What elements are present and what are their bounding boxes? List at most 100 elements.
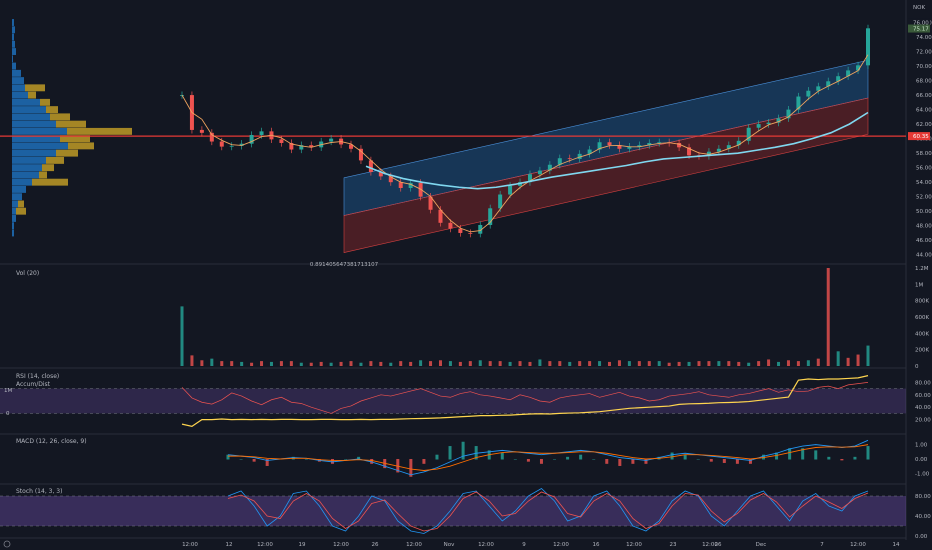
- time-tick: 12:00: [257, 542, 273, 548]
- volume-profile-bar: [12, 149, 56, 157]
- volume-bar: [448, 361, 452, 366]
- time-tick: 12:00: [333, 542, 349, 548]
- time-axis[interactable]: 12:00 12 12:00 19 12:00 26 12:00 Nov 12:00 9 12:00…: [0, 537, 906, 548]
- macd-histogram-bar: [683, 454, 687, 460]
- candle: [249, 135, 254, 144]
- volume-profile-bar: [56, 120, 86, 128]
- candle: [736, 140, 741, 146]
- time-tick: 14: [893, 542, 900, 548]
- candle: [597, 142, 602, 150]
- stoch-pane[interactable]: Stoch (14, 3, 3) 80.00 40.00 0.00: [0, 488, 931, 540]
- time-tick: 12:00: [850, 542, 866, 548]
- volume-profile-bar: [12, 127, 67, 135]
- candle: [627, 146, 632, 149]
- candle: [368, 160, 373, 173]
- price-tag-bg: [908, 18, 930, 27]
- volume-bar: [866, 345, 870, 366]
- rsi-pane-title: RSI (14, close): [16, 373, 59, 380]
- macd-histogram-bar: [357, 456, 361, 460]
- volume-profile-bar: [18, 200, 24, 208]
- macd-histogram-bar: [775, 452, 779, 460]
- volume-bar: [409, 361, 413, 366]
- candle: [637, 145, 642, 147]
- volume-bar: [548, 361, 552, 366]
- volume-bar: [289, 361, 293, 366]
- candle: [786, 109, 791, 119]
- candle: [209, 132, 214, 142]
- volume-bar: [349, 361, 353, 366]
- candle: [836, 76, 841, 82]
- rsi-line: [181, 382, 869, 414]
- settings-icon[interactable]: [3, 540, 11, 548]
- volume-profile-bar: [12, 40, 15, 48]
- price-tick: 58.00: [916, 151, 932, 157]
- volume-profile-bar: [12, 113, 50, 121]
- macd-histogram-bar: [239, 459, 243, 460]
- candle: [508, 185, 513, 195]
- volume-bar: [806, 360, 810, 366]
- macd-histogram-bar: [422, 459, 426, 464]
- stoch-tick: 40.00: [915, 514, 931, 520]
- time-tick: Dec: [756, 542, 767, 548]
- macd-signal-line: [228, 444, 869, 471]
- volume-profile-bar: [12, 164, 42, 172]
- candle: [816, 86, 821, 91]
- candle: [856, 65, 861, 71]
- macd-histogram-bar: [344, 459, 348, 460]
- price-tick: 66.00: [916, 93, 932, 99]
- macd-histogram-bar: [722, 459, 726, 463]
- volume-pane[interactable]: Vol (20) 1.2M 1M 800K 600K 400K 200K 0: [0, 266, 929, 370]
- macd-histogram-bar: [696, 459, 700, 460]
- volume-bar: [588, 361, 592, 366]
- volume-bar: [210, 358, 214, 366]
- volume-profile-bar: [56, 149, 78, 157]
- time-tick: 9: [522, 542, 526, 548]
- price-tick: 54.00: [916, 180, 932, 186]
- rsi-tick: 20.00: [915, 418, 931, 424]
- macd-histogram-bar: [304, 459, 308, 460]
- time-tick: 26: [715, 542, 722, 548]
- volume-profile-bar: [12, 207, 16, 215]
- candle: [388, 176, 393, 183]
- rsi-band: [0, 388, 906, 414]
- macd-histogram-bar: [788, 448, 792, 460]
- price-tick: 46.00: [916, 238, 932, 244]
- volume-bar: [279, 361, 283, 366]
- volume-tick: 400K: [915, 331, 929, 337]
- candle: [229, 145, 234, 147]
- time-tick: 12:00: [553, 542, 569, 548]
- macd-histogram-bar: [866, 446, 870, 460]
- volume-bar: [558, 361, 562, 366]
- volume-bar: [488, 361, 492, 366]
- candle: [687, 147, 692, 156]
- macd-histogram-bar: [801, 448, 805, 460]
- macd-histogram-bar: [226, 454, 230, 460]
- candle: [607, 142, 612, 146]
- volume-bar: [438, 360, 442, 366]
- time-tick: Nov: [444, 542, 455, 548]
- candle: [329, 138, 334, 142]
- macd-pane-title: MACD (12, 26, close, 9): [16, 438, 87, 445]
- volume-profile-bar: [12, 48, 16, 55]
- volume-tick: 200K: [915, 348, 929, 354]
- volume-bar: [717, 361, 721, 366]
- volume-bar: [796, 361, 800, 366]
- candle: [617, 145, 622, 149]
- volume-bar: [677, 361, 681, 366]
- macd-histogram-bar: [566, 456, 570, 460]
- volume-profile-bar: [12, 156, 46, 164]
- short-moving-average-line: [181, 54, 869, 233]
- volume-bar: [647, 361, 651, 366]
- volume-bar: [220, 361, 224, 366]
- volume-profile-bar: [12, 69, 21, 77]
- candle: [806, 90, 811, 97]
- time-tick: 12: [226, 542, 233, 548]
- macd-histogram-bar: [605, 459, 609, 464]
- macd-pane[interactable]: MACD (12, 26, close, 9) 1.00 0.00 -1.00: [0, 438, 930, 485]
- rsi-pane[interactable]: RSI (14, close)Accum/Dist 1M 0 80.00 60.00 40…: [0, 373, 931, 435]
- macd-histogram-bar: [670, 452, 674, 460]
- macd-tick: 1.00: [915, 443, 928, 449]
- volume-bar: [180, 306, 184, 366]
